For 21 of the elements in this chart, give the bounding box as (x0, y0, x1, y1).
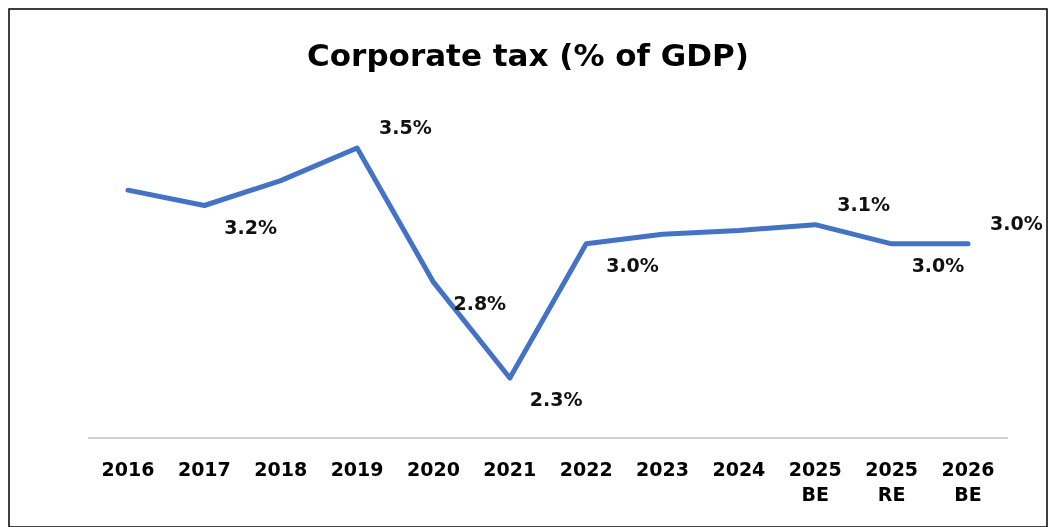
x-tick-label: 2020 (407, 458, 460, 480)
data-label: 3.5% (379, 116, 432, 138)
x-tick-label: 2016 (101, 458, 155, 480)
x-tick-label: 2018 (254, 458, 308, 480)
data-label: 3.0% (606, 253, 659, 276)
x-tick-label: 2026 BE (941, 458, 995, 505)
data-label: 2.3% (529, 388, 583, 410)
data-label: 3.0% (990, 211, 1043, 234)
x-tick-label: 2023 (636, 458, 689, 480)
x-tick-label: 2025 RE (865, 458, 919, 505)
x-tick-label: 2019 (330, 458, 384, 480)
x-tick-label: 2017 (177, 458, 231, 480)
chart-title: Corporate tax (% of GDP) (307, 37, 749, 73)
x-tick-label: 2024 (712, 458, 766, 480)
data-label: 2.8% (453, 292, 507, 315)
data-label: 3.2% (224, 215, 278, 238)
x-tick-label: 2022 (559, 458, 613, 480)
x-tick-label: 2025 BE (788, 458, 842, 505)
data-label: 3.1% (837, 192, 890, 215)
x-tick-label: 2021 (483, 458, 537, 480)
data-label: 3.0% (911, 253, 965, 276)
